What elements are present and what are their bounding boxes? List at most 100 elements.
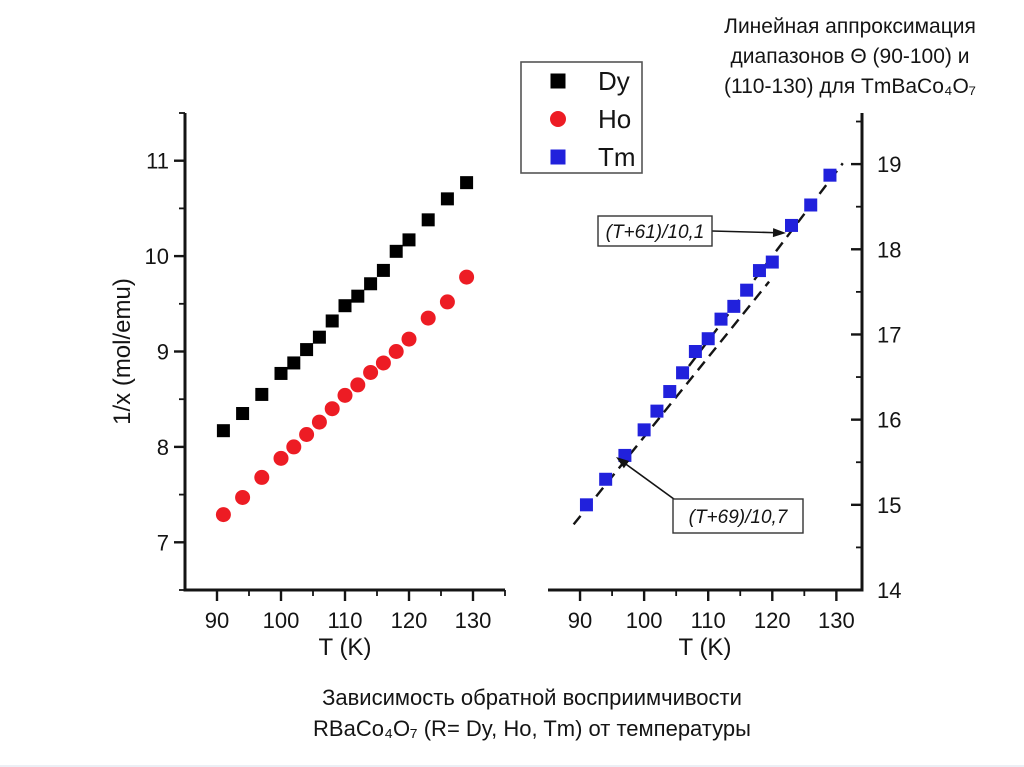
panel-right: 90 100 110 120 130 14 15 16 17 18 19 T (K) (T+61)/10… bbox=[548, 113, 901, 661]
data-point-dy bbox=[312, 330, 326, 344]
data-point-ho bbox=[439, 294, 455, 310]
data-point-ho bbox=[311, 414, 327, 430]
legend-label-ho: Ho bbox=[598, 104, 631, 134]
data-point-tm bbox=[701, 332, 715, 346]
data-point-dy bbox=[274, 366, 288, 380]
panel-left: 90 100 110 120 130 7 8 9 10 11 T (K) 1/x (mol/emu) bbox=[109, 112, 506, 661]
data-point-tm bbox=[785, 218, 799, 232]
axis-frame bbox=[183, 113, 505, 592]
x-tick-label: 130 bbox=[818, 608, 855, 633]
annotation-arrow-0-head bbox=[772, 228, 786, 238]
data-point-tm bbox=[650, 404, 664, 418]
data-point-ho bbox=[363, 364, 379, 380]
data-point-tm bbox=[765, 255, 779, 269]
figure-title-line-1: Линейная аппроксимация bbox=[724, 15, 976, 38]
x-tick-label: 100 bbox=[626, 608, 663, 633]
annotation-box bbox=[597, 215, 713, 247]
annotation-arrow-1-line bbox=[622, 461, 679, 503]
annotation-arrow-0-line bbox=[711, 230, 778, 234]
data-point-tm bbox=[714, 312, 728, 326]
legend-marker-tm bbox=[550, 149, 566, 165]
data-point-ho bbox=[459, 269, 475, 285]
data-point-tm bbox=[618, 448, 632, 462]
annotation-label: (T+69)/10,7 bbox=[689, 507, 789, 528]
x-axis-title: T (K) bbox=[679, 634, 732, 661]
data-point-dy bbox=[440, 192, 454, 206]
data-point-dy bbox=[389, 244, 403, 258]
data-point-ho bbox=[375, 355, 391, 371]
y-tick-label: 9 bbox=[157, 340, 169, 365]
slide-bottom-border bbox=[0, 765, 1024, 767]
data-point-ho bbox=[350, 377, 366, 393]
data-point-dy bbox=[338, 299, 352, 313]
x-tick-label: 120 bbox=[391, 608, 428, 633]
y-axis-title: 1/x (mol/emu) bbox=[109, 278, 136, 425]
annotation-1: (T+69)/10,7 bbox=[616, 457, 804, 534]
figure-title-line-2: диапазонов Θ (90-100) и bbox=[730, 45, 970, 68]
y-tick-label: 14 bbox=[877, 578, 901, 603]
data-point-dy bbox=[421, 213, 435, 227]
data-point-dy bbox=[236, 407, 250, 421]
y-tick-label: 8 bbox=[157, 435, 169, 460]
data-point-dy bbox=[351, 289, 365, 303]
x-tick-label: 130 bbox=[455, 608, 492, 633]
x-tick-label: 120 bbox=[754, 608, 791, 633]
data-point-dy bbox=[402, 233, 416, 247]
data-point-tm bbox=[676, 366, 690, 380]
x-tick-label: 110 bbox=[327, 608, 362, 633]
data-point-tm bbox=[599, 472, 613, 486]
y-tick-label: 11 bbox=[146, 149, 169, 174]
legend-label-dy: Dy bbox=[598, 66, 630, 96]
data-point-dy bbox=[376, 263, 390, 277]
legend: Dy Ho Tm bbox=[520, 61, 643, 174]
data-point-ho bbox=[254, 469, 270, 485]
y-tick-label: 15 bbox=[877, 493, 901, 518]
figure-caption-line-1: Зависимость обратной восприимчивости bbox=[322, 685, 742, 710]
data-point-dy bbox=[216, 424, 230, 438]
data-point-tm bbox=[637, 423, 651, 437]
annotation-box bbox=[672, 498, 804, 534]
x-tick-label: 90 bbox=[568, 608, 592, 633]
data-point-tm bbox=[579, 498, 593, 512]
data-point-dy bbox=[255, 387, 269, 401]
y-tick-label: 19 bbox=[877, 152, 901, 177]
y-tick-label: 10 bbox=[145, 244, 169, 269]
data-point-ho bbox=[324, 401, 340, 417]
figure-title-line-3: (110-130) для TmBaCo₄O₇ bbox=[723, 75, 977, 98]
data-point-tm bbox=[727, 299, 741, 313]
data-point-dy bbox=[364, 277, 378, 291]
legend-box bbox=[520, 61, 643, 174]
data-point-ho bbox=[235, 489, 251, 505]
data-point-ho bbox=[273, 450, 289, 466]
data-point-ho bbox=[299, 426, 315, 442]
x-tick-label: 100 bbox=[263, 608, 300, 633]
legend-marker-ho bbox=[550, 111, 566, 127]
y-tick-label: 7 bbox=[157, 530, 169, 555]
data-point-ho bbox=[215, 507, 231, 523]
data-point-tm bbox=[804, 198, 818, 212]
data-point-ho bbox=[388, 344, 404, 359]
legend-label-tm: Tm bbox=[598, 142, 636, 172]
figure-title: Линейная аппроксимация диапазонов Θ (90-… bbox=[688, 12, 1012, 102]
data-point-ho bbox=[420, 310, 436, 326]
y-tick-label: 18 bbox=[877, 237, 901, 262]
x-axis-title: T (K) bbox=[319, 634, 372, 661]
data-point-dy bbox=[287, 356, 301, 370]
data-point-dy bbox=[460, 176, 474, 190]
figure-caption-line-2: RBaCo₄O₇ (R= Dy, Ho, Tm) от температуры bbox=[313, 716, 751, 741]
legend-marker-dy bbox=[550, 73, 566, 89]
figure-caption: Зависимость обратной восприимчивости RBa… bbox=[112, 682, 952, 744]
data-point-dy bbox=[325, 314, 339, 328]
data-point-dy bbox=[300, 343, 314, 357]
data-point-ho bbox=[401, 331, 417, 347]
data-point-tm bbox=[740, 283, 754, 297]
series-ho bbox=[215, 269, 475, 523]
y-tick-label: 17 bbox=[877, 322, 901, 347]
data-point-tm bbox=[823, 168, 837, 182]
data-point-tm bbox=[663, 385, 677, 399]
annotation-0: (T+61)/10,1 bbox=[597, 215, 786, 247]
series-tm bbox=[579, 168, 837, 512]
data-point-ho bbox=[337, 387, 353, 403]
data-point-ho bbox=[286, 439, 302, 455]
